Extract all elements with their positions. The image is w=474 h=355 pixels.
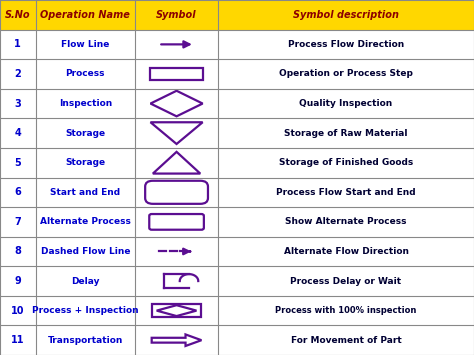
Bar	[0, 0, 474, 29]
Text: Storage: Storage	[65, 158, 105, 167]
Text: 8: 8	[14, 246, 21, 256]
Bar	[0, 326, 474, 355]
Text: 3: 3	[14, 99, 21, 109]
Bar	[0, 148, 474, 178]
Text: Storage of Finished Goods: Storage of Finished Goods	[279, 158, 413, 167]
Text: Flow Line: Flow Line	[61, 40, 109, 49]
Text: Process with 100% inspection: Process with 100% inspection	[275, 306, 417, 315]
Text: Alternate Process: Alternate Process	[40, 217, 131, 226]
Text: 6: 6	[14, 187, 21, 197]
Bar	[0, 207, 474, 237]
Bar	[0, 59, 474, 89]
Text: 9: 9	[14, 276, 21, 286]
Text: 4: 4	[14, 128, 21, 138]
Text: Operation Name: Operation Name	[40, 10, 130, 20]
Text: Storage of Raw Material: Storage of Raw Material	[284, 129, 408, 138]
Bar	[0, 178, 474, 207]
Text: 7: 7	[14, 217, 21, 227]
Text: Process Delay or Wait: Process Delay or Wait	[291, 277, 401, 285]
Text: Dashed Flow Line: Dashed Flow Line	[41, 247, 130, 256]
Text: Start and End: Start and End	[50, 188, 120, 197]
Bar	[0, 89, 474, 118]
Bar	[0, 237, 474, 266]
Text: Alternate Flow Direction: Alternate Flow Direction	[283, 247, 409, 256]
Text: Transportation: Transportation	[47, 336, 123, 345]
Bar	[0, 266, 474, 296]
Text: Operation or Process Step: Operation or Process Step	[279, 70, 413, 78]
Text: Process + Inspection: Process + Inspection	[32, 306, 138, 315]
Text: 5: 5	[14, 158, 21, 168]
Text: Process: Process	[65, 70, 105, 78]
Bar	[152, 304, 201, 317]
Text: Symbol description: Symbol description	[293, 10, 399, 20]
Text: 1: 1	[14, 39, 21, 49]
Text: S.No: S.No	[5, 10, 31, 20]
Text: 11: 11	[11, 335, 25, 345]
Text: Symbol: Symbol	[156, 10, 197, 20]
Bar	[0, 118, 474, 148]
Text: Quality Inspection: Quality Inspection	[300, 99, 392, 108]
Text: Storage: Storage	[65, 129, 105, 138]
Bar	[150, 67, 202, 80]
Text: Inspection: Inspection	[59, 99, 112, 108]
Text: 10: 10	[11, 306, 25, 316]
Bar	[0, 296, 474, 326]
Text: Delay: Delay	[71, 277, 100, 285]
Text: Process Flow Direction: Process Flow Direction	[288, 40, 404, 49]
Text: Process Flow Start and End: Process Flow Start and End	[276, 188, 416, 197]
Bar	[0, 29, 474, 59]
Text: Show Alternate Process: Show Alternate Process	[285, 217, 407, 226]
Text: 2: 2	[14, 69, 21, 79]
Text: For Movement of Part: For Movement of Part	[291, 336, 401, 345]
